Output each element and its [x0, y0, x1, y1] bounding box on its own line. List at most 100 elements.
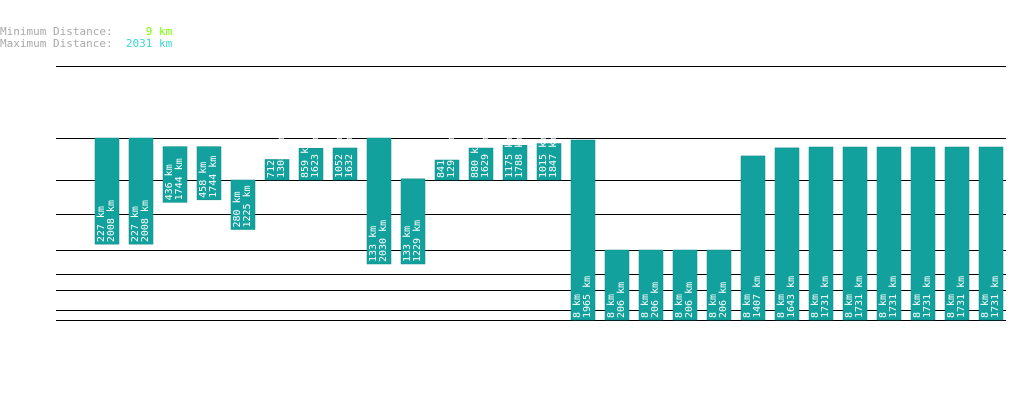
bar-low-label: 8 km [878, 294, 889, 318]
bar-high-label: 206 km [718, 282, 729, 318]
bar-high-label: 1308 km [276, 136, 287, 178]
bar-group: 8 km 1731 km [808, 146, 834, 321]
bar-group: 458 km 1744 km [196, 146, 222, 201]
bar [434, 159, 460, 181]
bar-group: 227 km 2008 km [94, 137, 120, 245]
bar [774, 147, 800, 321]
bar-high-label: 2008 km [140, 200, 151, 242]
bar-low-label: 8 km [980, 294, 991, 318]
bar-high-label: 1632 km [344, 136, 355, 178]
bar-low-label: 8 km [708, 294, 719, 318]
bar-group: 8 km 1731 km [944, 146, 970, 321]
bar-group: 8 km 1731 km [876, 146, 902, 321]
bar [230, 179, 256, 230]
bar-high-label: 1788 km [514, 136, 525, 178]
bar-group: 8 km 206 km [638, 249, 664, 321]
bar [842, 146, 868, 321]
bar-high-label: 206 km [650, 282, 661, 318]
bar-low-label: 880 km [470, 142, 481, 178]
bar-high-label: 1731 km [820, 276, 831, 318]
bar-group: 227 km 2008 km [128, 137, 154, 245]
bar-low-label: 859 km [300, 142, 311, 178]
bar-high-label: 1629 km [480, 136, 491, 178]
bar-low-label: 133 km [368, 226, 379, 262]
bar-high-label: 1744 km [174, 158, 185, 200]
bar-group: 8 km 206 km [706, 249, 732, 321]
bar-low-label: 8 km [912, 294, 923, 318]
bar-group: 8 km 1407 km [740, 155, 766, 321]
bar-group: 712 km 1308 km [264, 136, 290, 181]
max-distance-label: Maximum Distance: [0, 37, 113, 50]
bar [808, 146, 834, 321]
bar-high-label: 1731 km [990, 276, 1001, 318]
bar [638, 249, 664, 321]
bar [570, 139, 596, 321]
bar-group: 859 km 1623 km [298, 136, 324, 181]
min-distance-label: Minimum Distance: [0, 25, 113, 38]
bar [876, 146, 902, 321]
bar-high-label: 1229 km [412, 220, 423, 262]
bar-low-label: 133 km [402, 226, 413, 262]
bar-group: 841 km 1293 km [434, 136, 460, 181]
bar [536, 143, 562, 181]
bar-group: 8 km 206 km [672, 249, 698, 321]
bar-high-label: 1293 km [446, 136, 457, 178]
bar [196, 146, 222, 201]
bar-low-label: 8 km [946, 294, 957, 318]
bar [944, 146, 970, 321]
bar-high-label: 1731 km [888, 276, 899, 318]
bar-low-label: 1015 km [538, 136, 549, 178]
max-distance-row: Maximum Distance: 2031 km [0, 38, 172, 50]
bar [94, 137, 120, 245]
bar-low-label: 8 km [674, 294, 685, 318]
bar-low-label: 8 km [572, 294, 583, 318]
bar-group: 8 km 1731 km [910, 146, 936, 321]
bar-high-label: 1623 km [310, 136, 321, 178]
bar-high-label: 1407 km [752, 276, 763, 318]
bar [672, 249, 698, 321]
bar-high-label: 1643 km [786, 276, 797, 318]
bar-group: 133 km 2030 km [366, 137, 392, 265]
bar-low-label: 227 km [130, 206, 141, 242]
bar-low-label: 1052 km [334, 136, 345, 178]
bar-group: 880 km 1629 km [468, 136, 494, 181]
bar [910, 146, 936, 321]
bar-group: 8 km 206 km [604, 249, 630, 321]
bar-low-label: 436 km [164, 164, 175, 200]
bar-group: 133 km 1229 km [400, 178, 426, 265]
bar-group: 1175 km 1788 km [502, 136, 528, 181]
bar-low-label: 8 km [640, 294, 651, 318]
bar-low-label: 227 km [96, 206, 107, 242]
bar [298, 147, 324, 181]
bar-low-label: 458 km [198, 162, 209, 198]
bar-group: 280 km 1225 km [230, 179, 256, 230]
min-distance-row: Minimum Distance: 9 km [0, 26, 172, 38]
bar-low-label: 8 km [742, 294, 753, 318]
bar-group: 8 km 1643 km [774, 147, 800, 321]
bar-low-label: 8 km [810, 294, 821, 318]
bar [706, 249, 732, 321]
bar-low-label: 280 km [232, 191, 243, 227]
min-distance-value: 9 km [145, 25, 173, 38]
bar [162, 146, 188, 203]
bar-group: 1015 km 1847 km [536, 136, 562, 181]
bar-high-label: 1965 km [582, 276, 593, 318]
bar [400, 178, 426, 265]
bar-high-label: 1731 km [956, 276, 967, 318]
bar-low-label: 712 km [266, 142, 277, 178]
bar [264, 159, 290, 181]
bar-high-label: 206 km [684, 282, 695, 318]
bar-low-label: 841 km [436, 142, 447, 178]
bar-high-label: 1847 km [548, 136, 559, 178]
bar-low-label: 8 km [606, 294, 617, 318]
bar-high-label: 1731 km [854, 276, 865, 318]
bar-group: 8 km 1731 km [842, 146, 868, 321]
bar-low-label: 1175 km [504, 136, 515, 178]
bar-group: 8 km 1965 km [570, 139, 596, 321]
bar [502, 145, 528, 181]
bar-group: 436 km 1744 km [162, 146, 188, 203]
bar-low-label: 8 km [776, 294, 787, 318]
bar-group: 8 km 1731 km [978, 146, 1004, 321]
bar-high-label: 2008 km [106, 200, 117, 242]
